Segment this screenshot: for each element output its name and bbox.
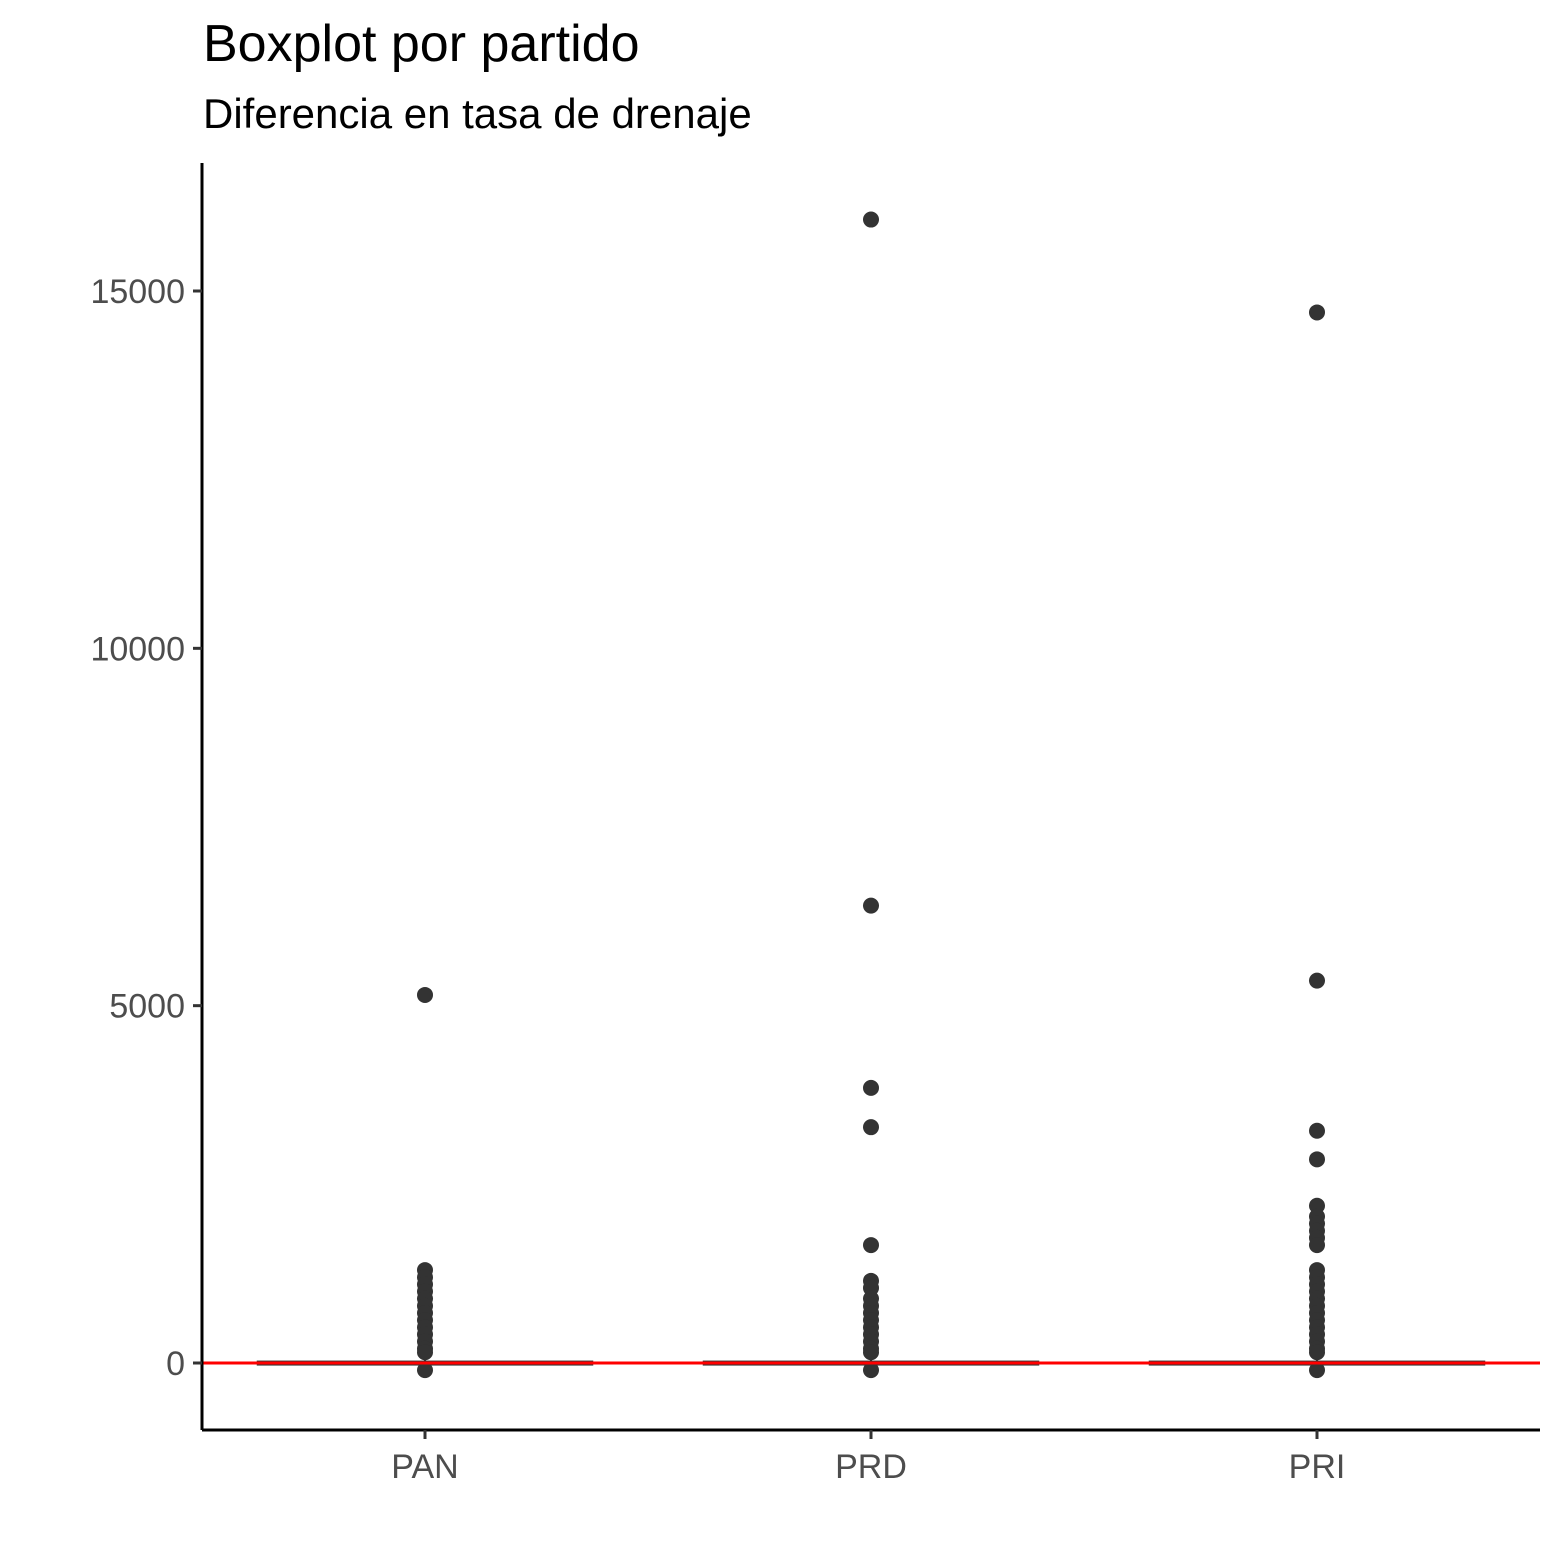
chart-subtitle: Diferencia en tasa de drenaje xyxy=(203,90,752,137)
outlier-point xyxy=(417,986,433,1003)
outlier-point xyxy=(1309,1151,1325,1168)
x-axis-ticks: PAN PRD PRI xyxy=(391,1430,1345,1486)
outlier-point xyxy=(863,1079,879,1096)
outlier-point xyxy=(417,1362,433,1379)
y-axis-ticks: 0 5000 10000 15000 xyxy=(90,273,202,1383)
x-tick-label: PAN xyxy=(391,1448,458,1486)
plot-marks xyxy=(202,211,1540,1379)
outlier-point xyxy=(1309,304,1325,321)
outlier-point xyxy=(1309,1362,1325,1379)
x-tick-label: PRD xyxy=(835,1448,907,1486)
x-tick-label: PRI xyxy=(1289,1448,1346,1486)
outlier-point xyxy=(863,211,879,228)
outlier-point xyxy=(1309,1122,1325,1139)
outlier-point xyxy=(863,1237,879,1254)
y-tick-label: 10000 xyxy=(90,630,185,668)
outlier-point xyxy=(863,1119,879,1136)
y-tick-label: 0 xyxy=(166,1345,185,1383)
chart-title: Boxplot por partido xyxy=(203,15,640,73)
outlier-point xyxy=(1309,1344,1325,1361)
outlier-point xyxy=(863,1362,879,1379)
outlier-point xyxy=(1309,972,1325,989)
outlier-point xyxy=(417,1344,433,1361)
outlier-point xyxy=(1309,1237,1325,1254)
outlier-point xyxy=(863,897,879,914)
y-tick-label: 15000 xyxy=(90,273,185,311)
outlier-point xyxy=(863,1344,879,1361)
y-tick-label: 5000 xyxy=(109,988,185,1026)
